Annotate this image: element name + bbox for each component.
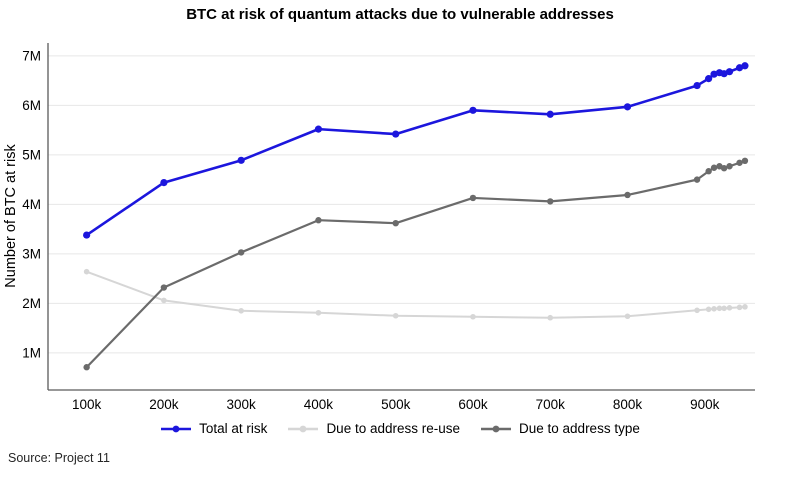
y-tick-label: 3M bbox=[22, 246, 41, 261]
data-point-marker-due-to-address-re-use bbox=[161, 297, 167, 304]
x-tick-label: 300k bbox=[227, 397, 257, 412]
data-point-marker-due-to-address-re-use bbox=[736, 304, 743, 311]
data-point-marker-due-to-address-type bbox=[547, 198, 554, 205]
data-point-marker-due-to-address-re-use bbox=[694, 307, 700, 314]
legend-item-due-to-address-type: Due to address type bbox=[480, 421, 640, 436]
legend-item-total-at-risk: Total at risk bbox=[160, 421, 267, 436]
x-tick-label: 800k bbox=[613, 397, 643, 412]
data-point-marker-total-at-risk bbox=[314, 125, 323, 133]
data-point-marker-due-to-address-type bbox=[736, 159, 743, 166]
data-point-marker-total-at-risk bbox=[741, 62, 749, 70]
x-tick-label: 100k bbox=[72, 397, 102, 412]
legend-marker-icon bbox=[481, 425, 512, 432]
series-line-due-to-address-type bbox=[85, 159, 747, 369]
data-point-marker-due-to-address-type bbox=[741, 157, 749, 165]
x-tick-label: 200k bbox=[149, 397, 179, 412]
data-point-marker-due-to-address-re-use bbox=[726, 305, 733, 311]
data-point-marker-total-at-risk bbox=[720, 70, 728, 78]
data-point-marker-total-at-risk bbox=[469, 106, 477, 114]
data-point-marker-due-to-address-type bbox=[392, 219, 399, 227]
legend-label: Due to address type bbox=[519, 421, 640, 436]
x-tick-label: 400k bbox=[304, 397, 334, 412]
legend-marker-icon bbox=[288, 425, 319, 432]
data-point-marker-due-to-address-type bbox=[705, 168, 712, 175]
data-point-marker-total-at-risk bbox=[710, 70, 718, 78]
data-point-marker-due-to-address-type bbox=[237, 249, 245, 256]
data-point-marker-due-to-address-re-use bbox=[392, 312, 399, 319]
x-tick-label: 600k bbox=[458, 397, 488, 412]
y-tick-label: 7M bbox=[22, 48, 41, 63]
data-point-marker-total-at-risk bbox=[725, 68, 734, 76]
data-point-marker-due-to-address-re-use bbox=[315, 309, 322, 316]
data-point-marker-due-to-address-type bbox=[693, 176, 701, 183]
data-point-marker-total-at-risk bbox=[160, 178, 168, 187]
data-point-marker-due-to-address-type bbox=[720, 165, 728, 172]
x-tick-label: 700k bbox=[536, 397, 566, 412]
x-tick-label: 900k bbox=[690, 397, 720, 412]
chart-title: BTC at risk of quantum attacks due to vu… bbox=[186, 6, 614, 23]
data-point-marker-total-at-risk bbox=[623, 103, 632, 111]
data-point-marker-due-to-address-re-use bbox=[705, 306, 712, 313]
y-tick-label: 2M bbox=[22, 296, 41, 311]
data-point-marker-due-to-address-re-use bbox=[711, 306, 717, 312]
data-point-marker-total-at-risk bbox=[237, 156, 245, 164]
data-point-marker-due-to-address-re-use bbox=[238, 307, 244, 314]
series-line-total-at-risk bbox=[85, 64, 747, 237]
data-point-marker-due-to-address-type bbox=[469, 194, 477, 202]
y-tick-label: 6M bbox=[22, 98, 41, 113]
data-point-marker-due-to-address-type bbox=[710, 164, 718, 171]
chart-legend: Total at risk Due to address re-use Due to… bbox=[0, 421, 800, 436]
y-tick-label: 1M bbox=[22, 345, 41, 360]
data-point-marker-due-to-address-re-use bbox=[624, 313, 631, 320]
data-point-marker-due-to-address-re-use bbox=[721, 305, 727, 312]
data-point-marker-due-to-address-re-use bbox=[547, 314, 554, 321]
data-point-marker-due-to-address-re-use bbox=[83, 268, 90, 275]
data-point-marker-due-to-address-re-use bbox=[470, 313, 476, 320]
data-point-marker-total-at-risk bbox=[392, 130, 400, 138]
legend-label: Due to address re-use bbox=[326, 421, 461, 436]
data-point-marker-total-at-risk bbox=[546, 110, 554, 118]
legend-label: Total at risk bbox=[199, 421, 268, 436]
data-point-marker-total-at-risk bbox=[735, 64, 744, 72]
data-point-marker-due-to-address-type bbox=[83, 364, 90, 371]
legend-marker-icon bbox=[161, 425, 192, 432]
source-note: Source: Project 11 bbox=[8, 451, 110, 465]
legend-item-due-to-address-re-use: Due to address re-use bbox=[287, 421, 460, 436]
data-point-marker-due-to-address-type bbox=[315, 217, 322, 224]
y-tick-label: 4M bbox=[22, 197, 41, 212]
data-point-marker-due-to-address-re-use bbox=[742, 304, 748, 310]
data-point-marker-due-to-address-type bbox=[160, 284, 168, 291]
x-tick-label: 500k bbox=[381, 397, 411, 412]
data-point-marker-total-at-risk bbox=[693, 81, 701, 90]
y-axis-title: Number of BTC at risk bbox=[3, 144, 19, 288]
data-point-marker-total-at-risk bbox=[83, 231, 91, 239]
data-point-marker-total-at-risk bbox=[705, 75, 713, 83]
y-tick-label: 5M bbox=[22, 147, 41, 162]
line-chart: Number of BTC at risk 1M 2M 3M 4M 5M 6M 7M 100k… bbox=[3, 43, 755, 412]
data-point-marker-due-to-address-re-use bbox=[716, 305, 723, 312]
data-point-marker-due-to-address-type bbox=[726, 163, 733, 170]
data-point-marker-due-to-address-type bbox=[624, 191, 631, 199]
